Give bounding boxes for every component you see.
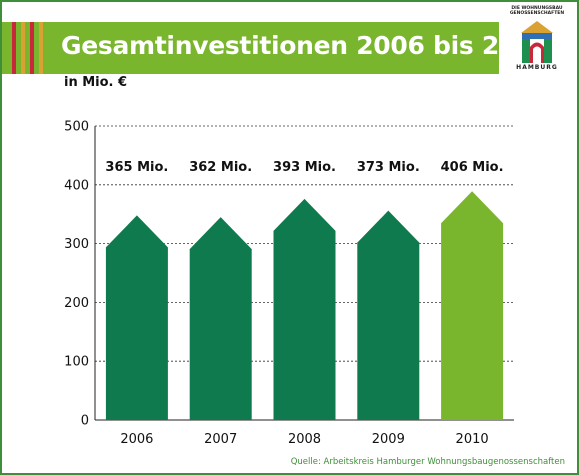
logo-line-2: GENOSSENSCHAFTEN: [509, 11, 565, 16]
decorative-stripe: [21, 22, 25, 74]
logo-top-text: DIE WOHNUNGSBAU GENOSSENSCHAFTEN: [507, 6, 567, 16]
bar: [189, 217, 252, 420]
logo-line-1: DIE WOHNUNGSBAU: [511, 6, 563, 11]
x-tick-label: 2006: [120, 432, 153, 447]
bar: [441, 191, 504, 420]
y-tick-label: 300: [64, 237, 89, 252]
chart-title: Gesamtinvestitionen 2006 bis 2010: [61, 31, 551, 60]
y-tick-label: 200: [64, 296, 89, 311]
logo: DIE WOHNUNGSBAU GENOSSENSCHAFTEN HAMBURG: [507, 6, 567, 76]
y-tick-label: 0: [81, 414, 89, 429]
logo-bottom-text: HAMBURG: [516, 64, 558, 71]
x-tick-label: 2010: [456, 432, 489, 447]
data-label: 393 Mio.: [273, 160, 336, 175]
bar: [105, 215, 168, 420]
data-label: 406 Mio.: [441, 160, 504, 175]
decorative-stripe: [30, 22, 34, 74]
y-unit-label: in Mio. €: [64, 75, 128, 90]
bar: [357, 210, 420, 420]
decorative-stripe: [39, 22, 43, 74]
x-tick-label: 2007: [204, 432, 237, 447]
y-tick-label: 400: [64, 178, 89, 193]
data-label: 365 Mio.: [105, 160, 168, 175]
house-arch-icon: [521, 21, 553, 63]
x-tick-label: 2009: [372, 432, 405, 447]
bar: [273, 198, 336, 420]
data-label: 373 Mio.: [357, 160, 420, 175]
title-band: Gesamtinvestitionen 2006 bis 2010: [2, 22, 551, 74]
y-tick-label: 500: [64, 120, 89, 135]
source-note: Quelle: Arbeitskreis Hamburger Wohnungsb…: [290, 457, 565, 467]
data-label: 362 Mio.: [189, 160, 252, 175]
x-tick-label: 2008: [288, 432, 321, 447]
y-tick-label: 100: [64, 355, 89, 370]
decorative-stripe: [12, 22, 16, 74]
